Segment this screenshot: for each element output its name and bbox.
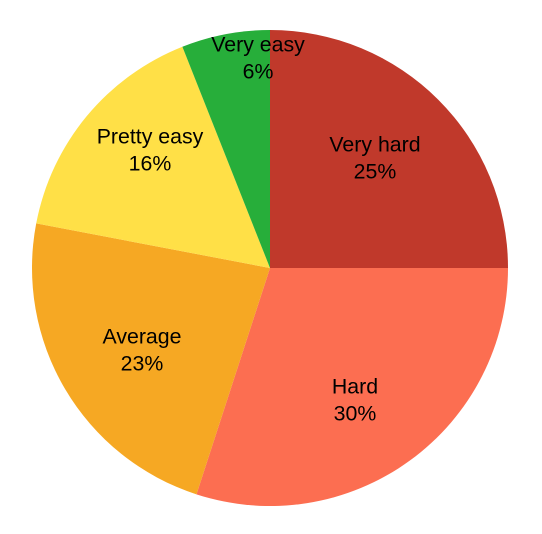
pie-chart: Very hard25%Hard30%Average23%Pretty easy… (0, 0, 542, 534)
pie-chart-svg (0, 0, 542, 534)
pie-slice (270, 30, 508, 268)
